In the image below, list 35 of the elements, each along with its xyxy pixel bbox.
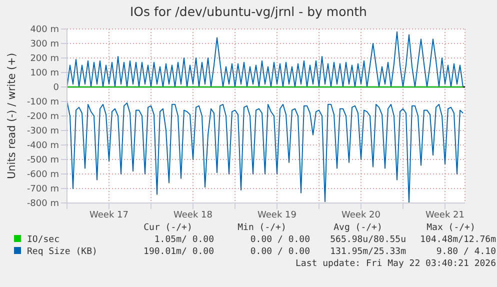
x-tick-label: Week 17 bbox=[90, 210, 128, 220]
y-tick-label: 400 m bbox=[30, 25, 59, 36]
text: 9.80 / 4.10 bbox=[435, 247, 496, 257]
text: 104.48m/12.76m bbox=[419, 235, 496, 245]
legend-label: Req Size (KB) bbox=[26, 247, 98, 257]
y-tick-label: -300 m bbox=[26, 126, 59, 137]
y-tick-label: -400 m bbox=[26, 141, 59, 152]
text: Cur (-/+) bbox=[142, 223, 194, 233]
x-tick-label: Week 20 bbox=[342, 210, 381, 220]
y-tick-label: -500 m bbox=[26, 156, 59, 166]
text: 0.00 / 0.00 bbox=[249, 247, 310, 257]
y-axis-title: Units read (-) / write (+) bbox=[6, 52, 18, 180]
y-tick-label: -100 m bbox=[26, 98, 59, 108]
y-tick-label: 0 bbox=[53, 83, 60, 94]
x-tick-label: Week 18 bbox=[174, 210, 213, 220]
y-tick-label: -700 m bbox=[26, 184, 59, 195]
text: 190.01m/ 0.00 bbox=[142, 247, 214, 257]
y-tick-label: 200 m bbox=[30, 54, 59, 64]
y-tick-label: 300 m bbox=[30, 40, 59, 50]
y-tick-label: -600 m bbox=[26, 170, 59, 180]
y-tick-label: -200 m bbox=[26, 112, 59, 122]
text: Avg (-/+) bbox=[332, 223, 384, 233]
text: Max (-/+) bbox=[426, 223, 476, 233]
legend-label: IO/sec bbox=[26, 235, 61, 245]
text: 0.00 / 0.00 bbox=[249, 235, 310, 245]
text: Min (-/+) bbox=[236, 223, 288, 233]
text: 131.95m/25.33m bbox=[329, 247, 406, 257]
y-tick-label: 100 m bbox=[30, 68, 59, 79]
chart-title: IOs for /dev/ubuntu-vg/jrnl - by month bbox=[129, 4, 368, 19]
y-tick-label: -800 m bbox=[26, 199, 59, 210]
text: 565.98u/80.55u bbox=[329, 235, 406, 245]
x-tick-label: Week 21 bbox=[426, 210, 464, 220]
text: 1.05m/ 0.00 bbox=[153, 235, 214, 245]
text: Last update: Fri May 22 03:40:21 2026 bbox=[294, 259, 496, 269]
x-tick-label: Week 19 bbox=[258, 210, 297, 220]
